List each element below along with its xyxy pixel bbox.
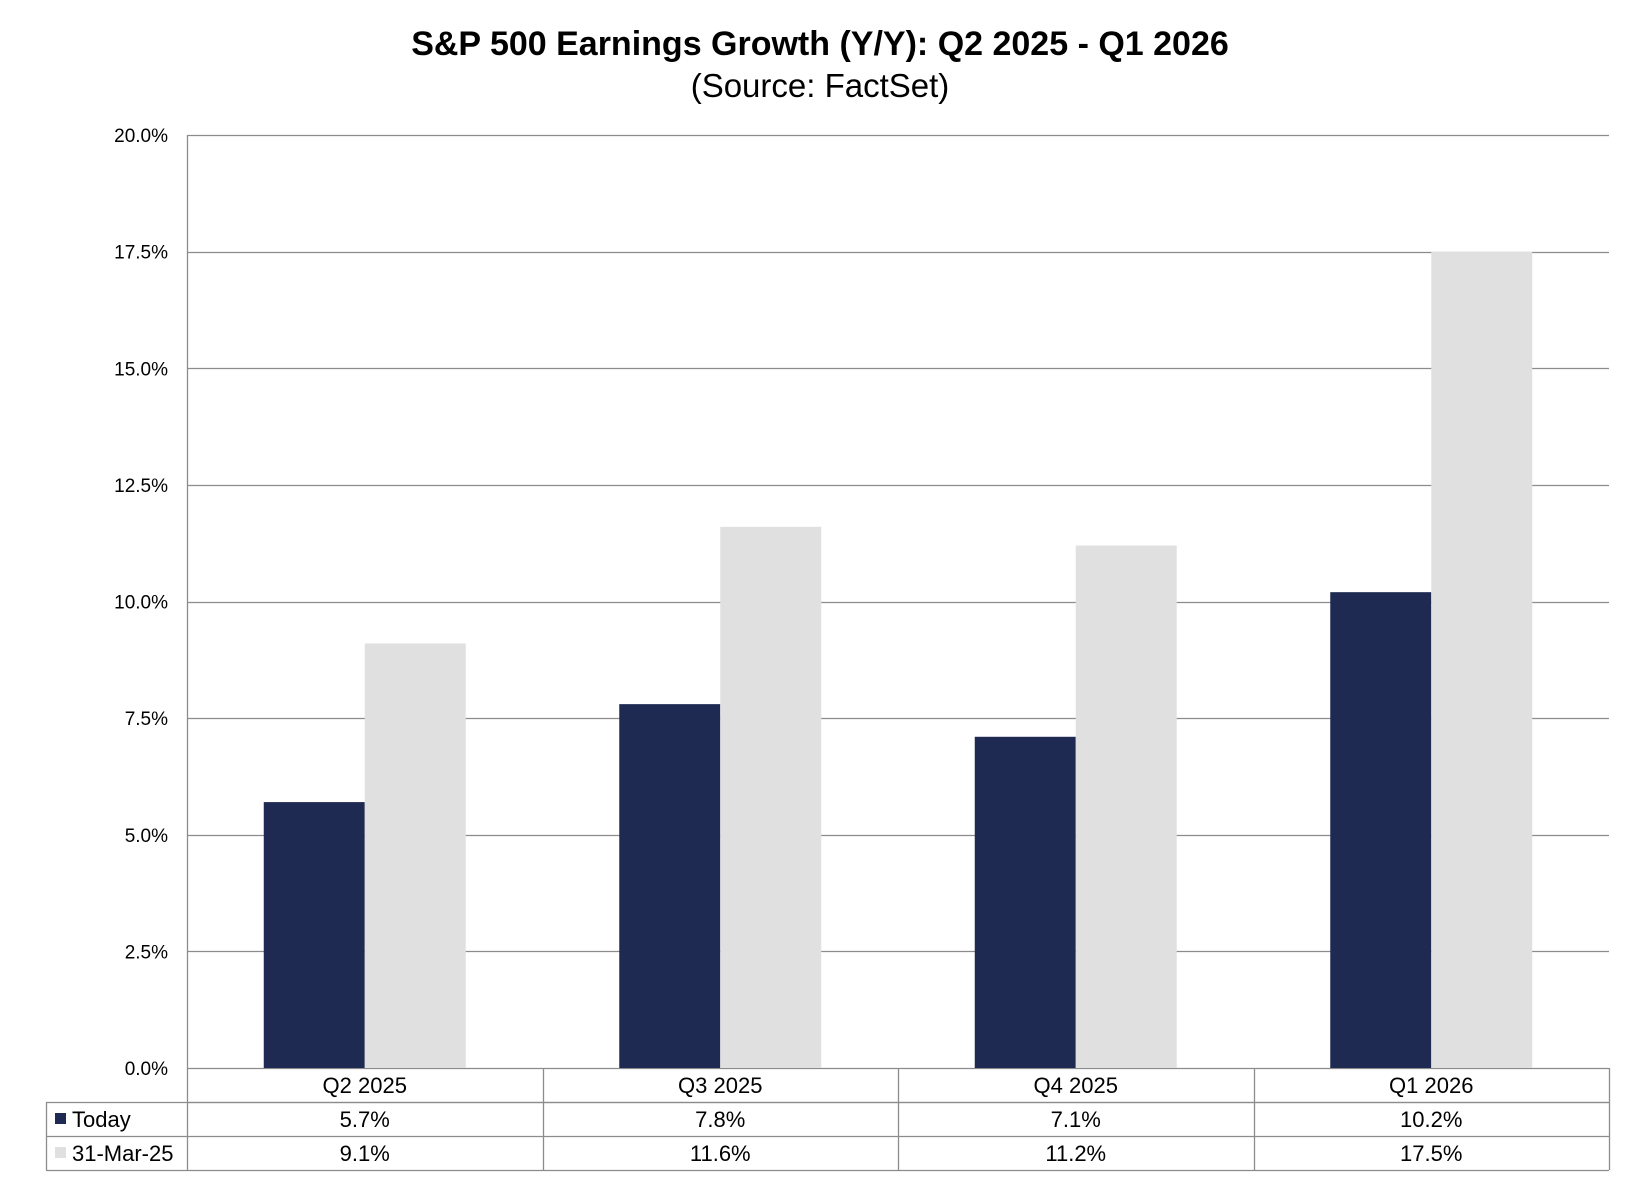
bar xyxy=(1330,592,1432,1068)
y-tick-label: 0.0% xyxy=(125,1059,168,1080)
legend-swatch xyxy=(55,1147,66,1158)
bar xyxy=(720,526,822,1068)
legend-label: 31-Mar-25 xyxy=(72,1141,173,1166)
data-label: 11.2% xyxy=(1045,1141,1106,1166)
x-tick-label: Q2 2025 xyxy=(323,1073,407,1098)
y-tick-label: 17.5% xyxy=(114,243,168,264)
bar xyxy=(263,802,365,1068)
y-axis-ticks: 0.0% 2.5% 5.0% 7.5% 10.0% 12.5% 15.0% 17.5% 20.0… xyxy=(114,126,168,1080)
y-tick-label: 7.5% xyxy=(125,709,168,730)
bar xyxy=(364,643,466,1068)
y-tick-label: 20.0% xyxy=(114,126,168,147)
legend-label: Today xyxy=(72,1107,131,1132)
chart-title: S&P 500 Earnings Growth (Y/Y): Q2 2025 -… xyxy=(411,25,1229,63)
bar xyxy=(974,736,1076,1068)
chart-subtitle: (Source: FactSet) xyxy=(691,67,950,104)
data-table: Q2 2025 Q3 2025 Q4 2025 Q1 2026 Today 5.7% 7.8… xyxy=(45,1068,1611,1172)
data-label: 11.6% xyxy=(690,1141,751,1166)
y-tick-label: 10.0% xyxy=(114,593,168,614)
legend-swatch xyxy=(55,1113,66,1124)
y-tick-label: 2.5% xyxy=(125,942,168,963)
bars xyxy=(263,251,1533,1068)
bar xyxy=(619,704,721,1068)
x-tick-label: Q1 2026 xyxy=(1389,1073,1473,1098)
y-tick-label: 15.0% xyxy=(114,359,168,380)
data-label: 5.7% xyxy=(340,1107,390,1132)
data-label: 7.1% xyxy=(1051,1107,1101,1132)
y-tick-label: 12.5% xyxy=(114,476,168,497)
data-label: 17.5% xyxy=(1400,1141,1462,1166)
bar xyxy=(1431,251,1533,1068)
data-label: 7.8% xyxy=(695,1107,745,1132)
bar xyxy=(1075,545,1177,1068)
data-label: 10.2% xyxy=(1400,1107,1462,1132)
data-label: 9.1% xyxy=(340,1141,390,1166)
y-tick-label: 5.0% xyxy=(125,826,168,847)
x-tick-label: Q3 2025 xyxy=(678,1073,762,1098)
x-tick-label: Q4 2025 xyxy=(1034,1073,1118,1098)
